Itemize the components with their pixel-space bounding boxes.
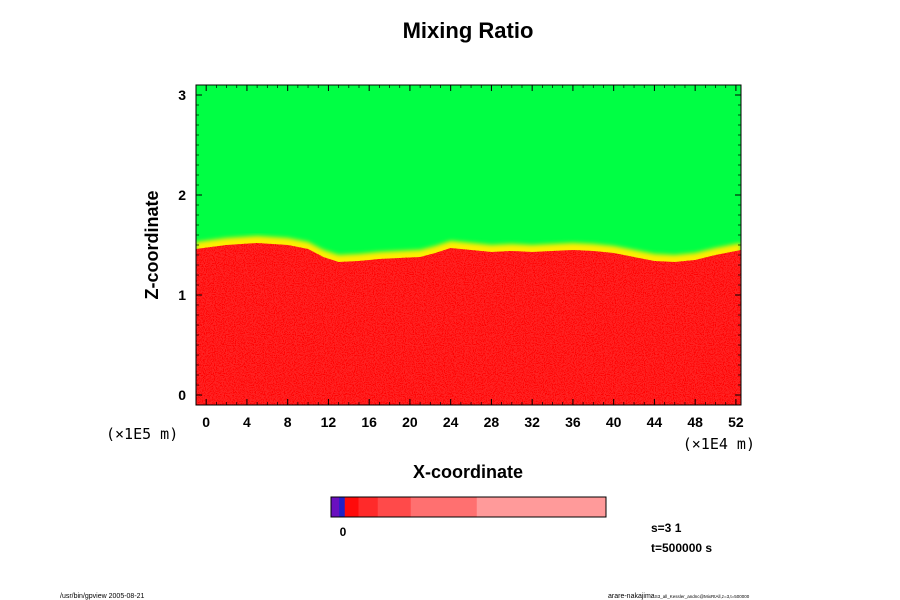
y-tick-label: 2 [178, 187, 186, 203]
plot-area [196, 85, 741, 405]
footer-left: /usr/bin/gpview 2005-08-21 [60, 593, 145, 600]
colorbar-segment [476, 497, 607, 517]
footer-right-small: S3_all_Kessler_andnc@MixRtAll,z=3,t=5000… [655, 594, 750, 599]
footer-right: arare-nakajimaS3_all_Kessler_andnc@MixRt… [608, 593, 750, 600]
x-axis-label: X-coordinate [413, 462, 523, 482]
x-tick-label: 12 [321, 414, 337, 430]
colorbar-segment [344, 497, 359, 517]
y-tick-label: 1 [178, 287, 186, 303]
x-tick-label: 0 [202, 414, 210, 430]
colorbar-segment [410, 497, 478, 517]
x-axis-unit: (×1E4 m) [683, 435, 755, 453]
y-tick-label: 3 [178, 87, 186, 103]
colorbar [331, 497, 607, 517]
colorbar-segment [339, 497, 346, 517]
y-axis-unit: (×1E5 m) [106, 425, 178, 443]
step-info: s=3 1 [651, 521, 682, 535]
y-axis-label: Z-coordinate [142, 190, 162, 299]
x-tick-label: 20 [402, 414, 418, 430]
y-axis-ticks: 0 1 2 3 [178, 87, 741, 403]
y-tick-label: 0 [178, 387, 186, 403]
colorbar-tick-label: 0 [340, 525, 347, 539]
x-tick-label: 8 [284, 414, 292, 430]
colorbar-frame [330, 496, 607, 518]
x-tick-label: 44 [647, 414, 663, 430]
colorbar-segment [358, 497, 379, 517]
x-tick-label: 40 [606, 414, 622, 430]
chart-title: Mixing Ratio [403, 18, 534, 43]
x-tick-label: 16 [361, 414, 377, 430]
x-axis-ticks: 0 4 8 12 16 20 24 28 32 36 40 44 48 52 [202, 85, 744, 430]
x-tick-label: 24 [443, 414, 459, 430]
x-tick-label: 4 [243, 414, 251, 430]
x-tick-label: 28 [484, 414, 500, 430]
x-tick-label: 32 [524, 414, 540, 430]
x-tick-label: 48 [687, 414, 703, 430]
x-tick-label: 36 [565, 414, 581, 430]
colorbar-segment [331, 497, 340, 517]
time-info: t=500000 s [651, 541, 712, 555]
lower-region-speckle [196, 243, 741, 405]
colorbar-segment [377, 497, 412, 517]
footer-right-main: arare-nakajima [608, 593, 655, 600]
x-tick-label: 52 [728, 414, 744, 430]
